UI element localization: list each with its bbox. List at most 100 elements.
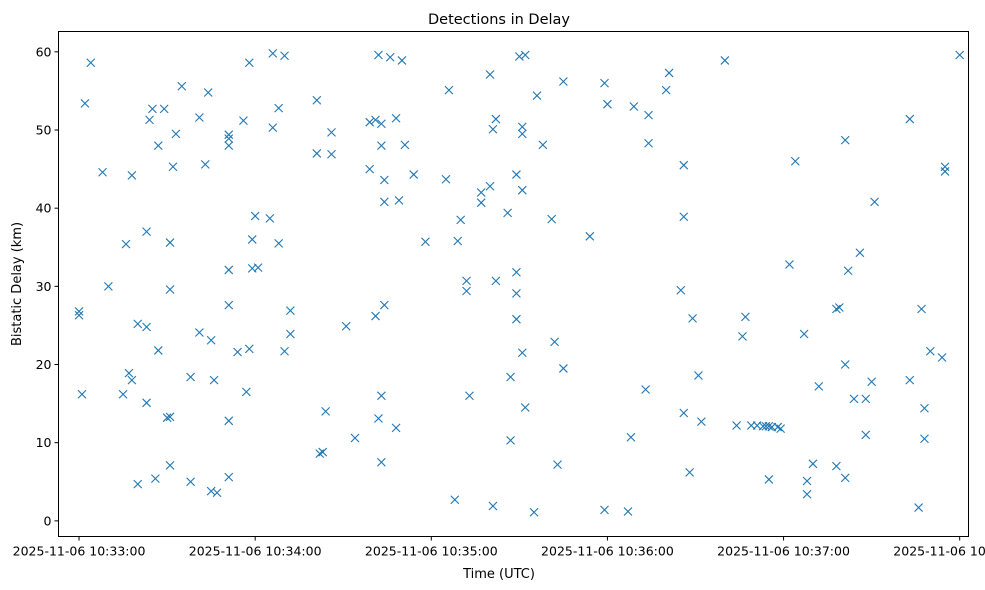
- data-point: [485, 181, 495, 191]
- data-point: [517, 348, 527, 358]
- data-point: [905, 375, 915, 385]
- data-point: [165, 285, 175, 294]
- data-point-stroke: [441, 174, 451, 184]
- data-point-stroke: [312, 95, 322, 105]
- data-point-stroke: [148, 104, 157, 114]
- data-point: [814, 382, 824, 391]
- data-point-stroke: [512, 288, 521, 298]
- data-point-stroke: [341, 321, 351, 331]
- data-point: [377, 141, 386, 151]
- data-point: [802, 489, 812, 499]
- data-point-stroke: [465, 391, 474, 401]
- data-point-stroke: [629, 102, 639, 111]
- plot-area: [58, 31, 969, 537]
- data-point-stroke: [491, 114, 501, 124]
- data-point: [224, 134, 234, 143]
- data-point: [629, 102, 639, 111]
- data-point-stroke: [491, 276, 501, 286]
- data-point-stroke: [814, 382, 824, 391]
- data-point-stroke: [861, 430, 871, 440]
- data-point-stroke: [318, 447, 328, 457]
- data-point-stroke: [664, 68, 674, 78]
- data-point: [200, 160, 210, 169]
- data-point-stroke: [379, 300, 389, 310]
- data-point-stroke: [385, 52, 395, 62]
- data-point: [840, 360, 850, 369]
- data-point-stroke: [485, 181, 495, 191]
- data-point: [153, 346, 163, 355]
- y-axis-label: Bistatic Delay (km): [10, 222, 25, 346]
- data-point: [626, 432, 636, 442]
- data-point: [641, 385, 650, 394]
- data-point-stroke: [676, 285, 686, 295]
- data-point: [421, 237, 430, 247]
- data-point-stroke: [371, 115, 380, 125]
- data-point: [861, 394, 871, 404]
- data-point-stroke: [661, 85, 671, 95]
- data-point: [150, 474, 160, 484]
- data-point-stroke: [327, 127, 336, 137]
- data-point: [124, 368, 134, 378]
- data-point-stroke: [274, 238, 284, 248]
- data-point-stroke: [547, 214, 557, 224]
- data-point-stroke: [688, 314, 697, 323]
- data-point: [538, 140, 548, 150]
- data-point-stroke: [802, 489, 812, 499]
- data-point-stroke: [720, 56, 730, 65]
- data-point-stroke: [799, 329, 809, 339]
- data-point: [365, 117, 375, 127]
- data-point: [917, 304, 926, 314]
- data-point-stroke: [233, 347, 242, 357]
- data-point: [476, 188, 486, 197]
- data-point: [253, 263, 263, 272]
- data-point-stroke: [365, 164, 375, 174]
- data-point-stroke: [312, 149, 322, 158]
- data-point: [925, 346, 935, 356]
- data-point-stroke: [694, 371, 703, 380]
- data-point-stroke: [514, 52, 524, 61]
- data-point: [764, 475, 774, 484]
- data-point-stroke: [861, 394, 871, 404]
- data-point: [488, 501, 498, 511]
- data-point-stroke: [391, 423, 401, 433]
- data-point-stroke: [937, 353, 947, 362]
- data-point: [559, 364, 568, 373]
- data-point: [385, 52, 395, 62]
- data-point-stroke: [409, 170, 419, 179]
- data-point: [280, 346, 289, 356]
- data-point-stroke: [321, 407, 331, 416]
- data-point: [104, 281, 113, 291]
- data-point: [450, 495, 460, 505]
- data-point: [679, 408, 689, 418]
- data-point-stroke: [118, 389, 128, 399]
- data-point: [244, 58, 254, 68]
- data-point-stroke: [142, 398, 151, 408]
- data-point-stroke: [679, 212, 689, 222]
- data-point-stroke: [444, 85, 454, 95]
- data-point: [623, 507, 633, 516]
- data-point-stroke: [212, 488, 222, 498]
- x-axis: 2025-11-06 10:33:00 2025-11-06 10:34:00 20…: [13, 536, 985, 559]
- data-point-stroke: [870, 197, 879, 207]
- data-point-stroke: [453, 236, 463, 246]
- data-point: [286, 306, 295, 315]
- data-point: [465, 391, 474, 401]
- data-point-stroke: [802, 476, 812, 486]
- data-point-stroke: [391, 113, 401, 123]
- data-point-stroke: [224, 300, 234, 310]
- data-point: [318, 447, 328, 457]
- data-point: [74, 310, 84, 320]
- data-point: [377, 391, 386, 401]
- data-point: [905, 114, 915, 124]
- data-point: [491, 276, 501, 286]
- data-point: [849, 394, 859, 404]
- y-tick-label: 20: [36, 357, 52, 372]
- data-point-stroke: [274, 103, 284, 113]
- data-point-stroke: [644, 110, 653, 120]
- data-point-stroke: [247, 235, 257, 244]
- data-point: [142, 227, 151, 237]
- y-tick-label: 0: [44, 513, 52, 528]
- plot-frame: [58, 31, 969, 537]
- data-point: [867, 377, 877, 387]
